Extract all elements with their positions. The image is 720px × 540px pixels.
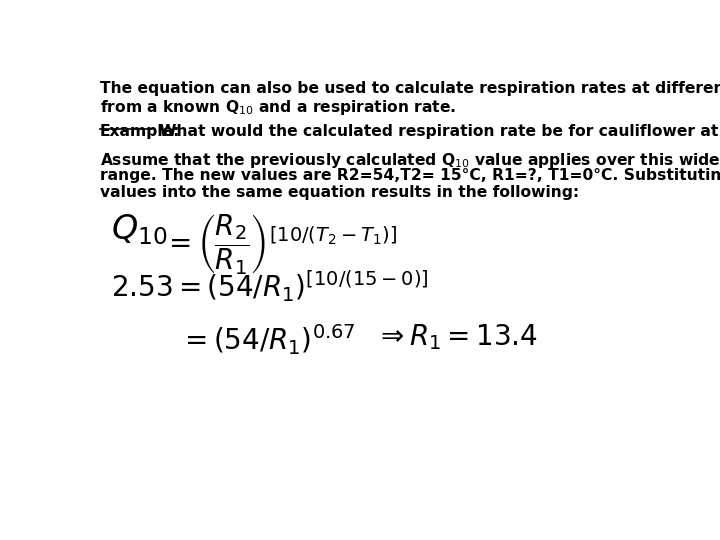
Text: Assume that the previously calculated Q$_{10}$ value applies over this wide  tem: Assume that the previously calculated Q$… [100, 151, 720, 170]
Text: $2.53 = \left(54/R_1\right)^{\left[10/(15-0)\right]}$: $2.53 = \left(54/R_1\right)^{\left[10/(1… [111, 268, 429, 304]
Text: from a known Q$_{10}$ and a respiration rate.: from a known Q$_{10}$ and a respiration … [100, 98, 456, 117]
Text: $Q_{10}$: $Q_{10}$ [111, 212, 168, 247]
Text: $= \left(54/R_1\right)^{0.67}$: $= \left(54/R_1\right)^{0.67}$ [179, 322, 356, 357]
Text: values into the same equation results in the following:: values into the same equation results in… [100, 185, 579, 200]
Text: range. The new values are R2=54,T2= 15°C, R1=?, T1=0°C. Substituting these new: range. The new values are R2=54,T2= 15°C… [100, 168, 720, 183]
Text: What would the calculated respiration rate be for cauliflower at 0°C?: What would the calculated respiration ra… [154, 124, 720, 139]
Text: Example:: Example: [100, 124, 181, 139]
Text: $= \left(\dfrac{R_2}{R_1}\right)^{\left[10/(T_2-T_1)\right]}$: $= \left(\dfrac{R_2}{R_1}\right)^{\left[… [163, 212, 397, 276]
Text: $\Rightarrow R_1 = 13.4$: $\Rightarrow R_1 = 13.4$ [374, 322, 537, 353]
Text: The equation can also be used to calculate respiration rates at different temper: The equation can also be used to calcula… [100, 80, 720, 96]
